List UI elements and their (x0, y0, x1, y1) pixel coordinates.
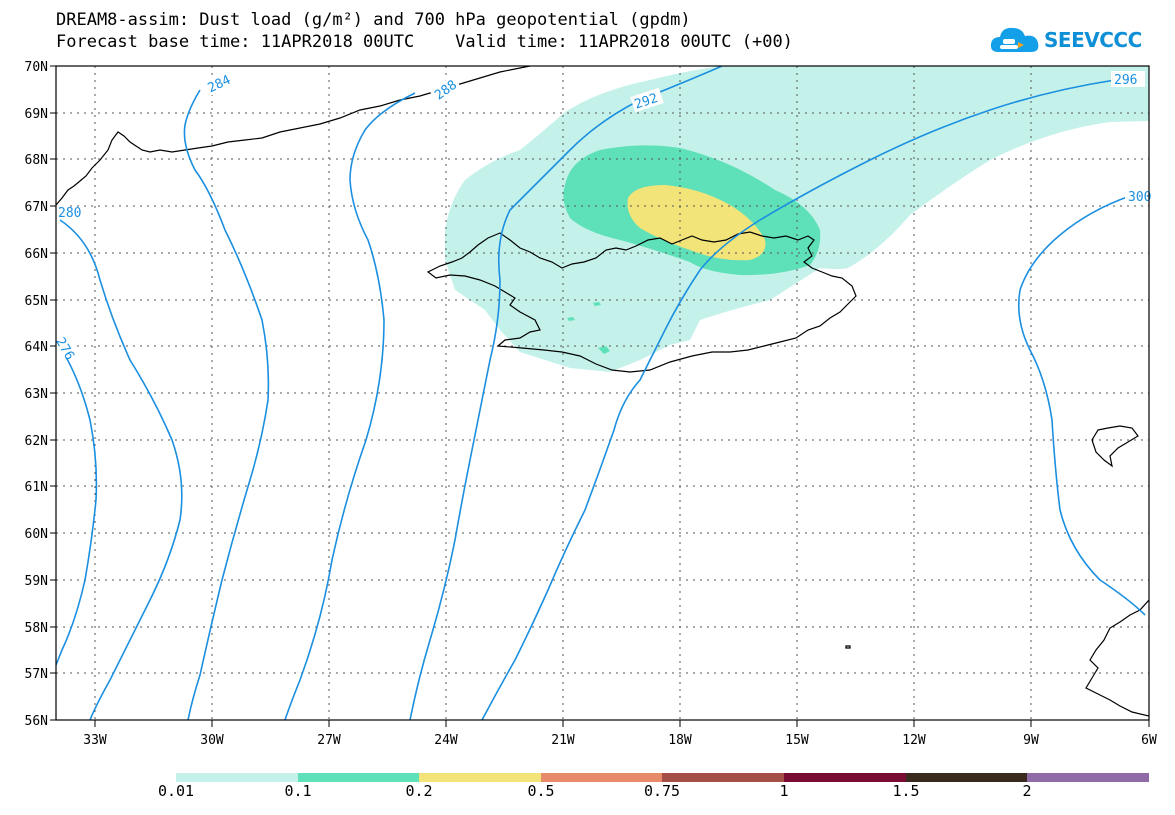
lat-label: 69N (25, 107, 48, 122)
lon-label: 30W (200, 733, 224, 748)
longitude-labels: 33W 30W 27W 24W 21W 18W 15W 12W 9W 6W (83, 733, 1157, 748)
colorbar-swatch (906, 773, 1027, 782)
colorbar-label: 2 (1022, 782, 1032, 800)
contour-label-296: 296 (1114, 73, 1137, 88)
colorbar-label: 0.5 (527, 782, 555, 800)
lat-label: 61N (25, 480, 48, 495)
lat-label: 58N (25, 621, 48, 636)
colorbar-swatch (784, 773, 906, 782)
lon-label: 6W (1141, 733, 1157, 748)
lon-label: 12W (902, 733, 926, 748)
lon-label: 21W (551, 733, 575, 748)
dust-load-shading (445, 66, 1149, 372)
contour-284 (183, 89, 270, 720)
contour-296 (481, 79, 1116, 720)
colorbar-swatch (176, 773, 298, 782)
colorbar-label: 1.5 (892, 782, 920, 800)
small-island (845, 645, 851, 649)
colorbar-label: 0.1 (284, 782, 312, 800)
dust-region-0.2 (627, 185, 766, 261)
dust-speck (567, 317, 575, 321)
chart-title: DREAM8-assim: Dust load (g/m²) and 700 h… (56, 10, 691, 30)
scotland-coast (1085, 599, 1149, 717)
lat-label: 70N (25, 60, 48, 75)
lon-label: 33W (83, 733, 107, 748)
contour-300 (1017, 195, 1146, 616)
lat-label: 64N (25, 340, 48, 355)
lon-label: 27W (317, 733, 341, 748)
map-grid (56, 66, 1149, 720)
dust-speck (598, 346, 610, 354)
colorbar-label: 0.75 (643, 782, 681, 800)
lat-label: 60N (25, 527, 48, 542)
lon-label: 9W (1023, 733, 1039, 748)
lon-label: 18W (668, 733, 692, 748)
dust-speck (593, 302, 601, 306)
lat-label: 63N (25, 387, 48, 402)
contour-labels: 284 288 292 296 300 276 280 (52, 70, 1151, 363)
contour-292 (409, 66, 723, 720)
colorbar-swatch (662, 773, 784, 782)
colorbar-swatch (298, 773, 419, 782)
lat-label: 68N (25, 153, 48, 168)
geopotential-contours (56, 66, 1146, 720)
contour-276 (56, 349, 98, 666)
contour-label-280: 280 (58, 206, 81, 221)
lat-label: 65N (25, 294, 48, 309)
latitude-labels: 70N 69N 68N 67N 66N 65N 64N 63N 62N 61N … (25, 60, 48, 729)
colorbar-swatch (419, 773, 541, 782)
faroe-islands (1091, 425, 1139, 468)
lat-label: 62N (25, 434, 48, 449)
colorbar-swatch (541, 773, 662, 782)
lat-label: 57N (25, 667, 48, 682)
lon-label: 15W (785, 733, 809, 748)
axis-ticks (50, 65, 1150, 727)
seevccc-logo: SEEVCCC (988, 22, 1158, 58)
lon-label: 24W (434, 733, 458, 748)
lat-label: 67N (25, 200, 48, 215)
chart-subtitle: Forecast base time: 11APR2018 00UTC Vali… (56, 32, 793, 52)
contour-280 (59, 219, 183, 720)
colorbar-label: 1 (779, 782, 789, 800)
contour-label-300: 300 (1128, 190, 1151, 205)
lat-label: 59N (25, 574, 48, 589)
coastlines (56, 66, 1149, 717)
colorbar-swatch (1027, 773, 1149, 782)
contour-288 (284, 92, 416, 720)
contour-label-292: 292 (633, 91, 660, 113)
iceland-coast (426, 231, 857, 373)
logo-text: SEEVCCC (1044, 28, 1142, 52)
lat-label: 56N (25, 714, 48, 729)
colorbar-label: 0.01 (157, 782, 195, 800)
colorbar-label: 0.2 (405, 782, 433, 800)
colorbar (176, 773, 1149, 782)
lat-label: 66N (25, 247, 48, 262)
greenland-coast (56, 66, 531, 206)
cloud-icon (990, 27, 1039, 52)
